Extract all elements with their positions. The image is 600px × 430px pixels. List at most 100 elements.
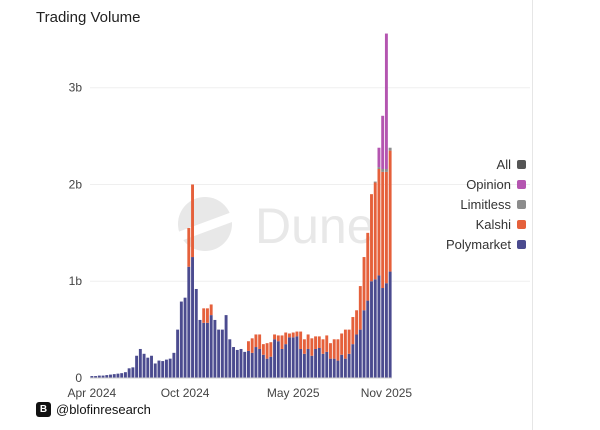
bar-polymarket — [370, 281, 373, 378]
bar-polymarket — [317, 348, 321, 378]
legend-item-polymarket[interactable]: Polymarket — [430, 234, 526, 254]
bar-kalshi — [261, 344, 265, 355]
bar-polymarket — [358, 329, 362, 378]
bar-polymarket — [194, 288, 198, 378]
bar-kalshi — [358, 286, 362, 330]
bar-polymarket — [381, 288, 385, 378]
dune-watermark: Dune — [178, 197, 375, 254]
bar-polymarket — [325, 351, 329, 378]
bar-polymarket — [116, 373, 120, 378]
bar-polymarket — [291, 337, 295, 378]
bar-kalshi — [321, 339, 325, 354]
bar-polymarket — [366, 300, 370, 378]
footer-attribution: B @blofinresearch — [36, 402, 151, 417]
legend-item-kalshi[interactable]: Kalshi — [430, 214, 526, 234]
bar-kalshi — [202, 308, 206, 323]
bar-polymarket — [105, 375, 109, 378]
bar-polymarket — [347, 353, 351, 378]
legend-item-limitless[interactable]: Limitless — [430, 194, 526, 214]
bar-polymarket — [123, 372, 127, 378]
bar-polymarket — [276, 341, 280, 378]
bar-polymarket — [340, 354, 344, 378]
bar-polymarket — [254, 347, 258, 378]
bar-polymarket — [224, 315, 228, 378]
legend-label: Kalshi — [475, 216, 511, 232]
bar-polymarket — [314, 348, 318, 378]
bar-polymarket — [269, 356, 273, 378]
bar-polymarket — [209, 315, 213, 378]
bar-polymarket — [202, 322, 206, 378]
legend-item-all[interactable]: All — [430, 154, 526, 174]
bar-kalshi — [336, 339, 340, 361]
bar-polymarket — [183, 297, 187, 378]
bar-kalshi — [250, 338, 254, 353]
bar-kalshi — [384, 171, 388, 284]
bar-polymarket — [138, 348, 142, 378]
bar-polymarket — [109, 374, 112, 378]
bar-kalshi — [355, 310, 359, 335]
bar-polymarket — [146, 357, 150, 378]
bar-polymarket — [306, 348, 310, 378]
bar-polymarket — [205, 322, 209, 378]
bar-polymarket — [217, 329, 221, 378]
bar-kalshi — [187, 228, 191, 267]
bar-kalshi — [288, 333, 291, 338]
chart-title: Trading Volume — [36, 9, 141, 26]
legend-swatch — [517, 179, 526, 189]
bar-polymarket — [250, 352, 254, 378]
bar-limitless — [384, 169, 388, 172]
bar-polymarket — [351, 344, 355, 378]
bar-polymarket — [265, 358, 269, 378]
grid-lines — [90, 87, 530, 282]
bar-polymarket — [373, 279, 377, 378]
bar-polymarket — [355, 334, 359, 378]
bar-polymarket — [310, 355, 314, 378]
x-tick-label: Oct 2024 — [161, 386, 210, 400]
bar-polymarket — [120, 373, 124, 378]
bar-limitless — [373, 181, 377, 183]
bar-polymarket — [179, 301, 183, 378]
y-tick-label: 2b — [69, 177, 83, 191]
bar-polymarket — [97, 375, 101, 378]
bar-polymarket — [235, 349, 239, 378]
bar-polymarket — [273, 339, 277, 378]
bar-kalshi — [247, 341, 250, 351]
bar-polymarket — [239, 348, 243, 378]
legend-swatch — [517, 239, 526, 249]
legend-swatch — [517, 199, 526, 209]
bar-polymarket — [172, 352, 176, 378]
bar-polymarket — [168, 358, 172, 378]
bar-kalshi — [377, 169, 381, 276]
bar-kalshi — [347, 329, 351, 354]
y-tick-label: 1b — [69, 274, 83, 288]
bar-kalshi — [340, 333, 344, 355]
legend-label: Limitless — [460, 196, 511, 212]
bar-kalshi — [314, 336, 318, 349]
bar-kalshi — [373, 182, 377, 280]
bar-polymarket — [135, 355, 139, 378]
bar-polymarket — [150, 355, 153, 378]
bar-kalshi — [306, 334, 310, 349]
bar-polymarket — [161, 361, 165, 378]
bar-polymarket — [295, 336, 299, 378]
y-tick-label: 3b — [69, 81, 83, 95]
bar-polymarket — [258, 348, 262, 378]
bar-polymarket — [142, 353, 146, 378]
bar-polymarket — [176, 329, 180, 378]
bar-kalshi — [258, 334, 262, 349]
x-tick-label: Nov 2025 — [361, 386, 413, 400]
bar-polymarket — [336, 360, 340, 378]
blofin-logo-icon: B — [36, 402, 51, 417]
bar-kalshi — [381, 171, 385, 289]
bar-kalshi — [370, 194, 373, 282]
watermark-text: Dune — [255, 198, 375, 254]
legend-item-opinion[interactable]: Opinion — [430, 174, 526, 194]
bar-kalshi — [317, 336, 321, 348]
bar-kalshi — [191, 184, 194, 258]
bar-kalshi — [291, 332, 295, 338]
footer-handle: @blofinresearch — [56, 402, 151, 417]
chart-legend: All Opinion Limitless Kalshi Polymarket — [430, 154, 526, 254]
bar-polymarket — [153, 363, 157, 378]
bar-polymarket — [280, 348, 284, 378]
bar-polymarket — [247, 350, 250, 378]
